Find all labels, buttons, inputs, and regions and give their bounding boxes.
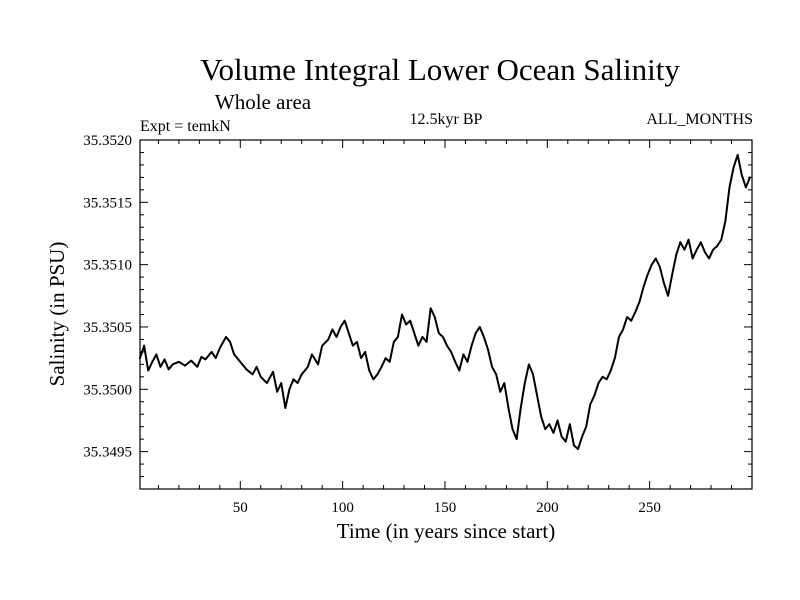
x-axis: 50 100 150 200 250 — [157, 140, 733, 516]
x-tick-label: 150 — [434, 500, 457, 516]
months-label: ALL_MONTHS — [646, 111, 753, 128]
x-axis-label: Time (in years since start) — [337, 519, 556, 543]
plot-frame — [139, 139, 753, 490]
x-tick-label: 50 — [233, 500, 248, 516]
y-axis: 35.3495 35.3500 35.3505 35.3510 35.3515 35.35… — [83, 133, 752, 490]
y-tick-label: 35.3520 — [83, 133, 132, 149]
y-tick-label: 35.3495 — [83, 445, 132, 461]
y-tick-label: 35.3510 — [83, 258, 132, 274]
y-axis-label: Salinity (in PSU) — [45, 242, 69, 387]
period-label: 12.5kyr BP — [410, 111, 483, 128]
chart-subtitle: Whole area — [215, 90, 312, 114]
salinity-series-line — [139, 153, 751, 451]
y-tick-label: 35.3515 — [83, 195, 132, 211]
x-tick-label: 100 — [331, 500, 354, 516]
y-tick-label: 35.3505 — [83, 320, 132, 336]
experiment-label: Expt = temkN — [140, 118, 231, 135]
chart-title: Volume Integral Lower Ocean Salinity — [200, 52, 680, 87]
y-tick-label: 35.3500 — [83, 382, 132, 398]
x-tick-label: 200 — [536, 500, 559, 516]
x-tick-label: 250 — [638, 500, 661, 516]
